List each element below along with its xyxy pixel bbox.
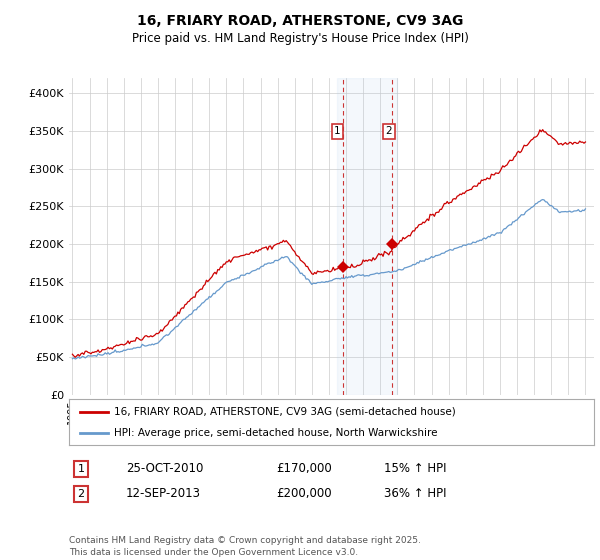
- Text: 16, FRIARY ROAD, ATHERSTONE, CV9 3AG (semi-detached house): 16, FRIARY ROAD, ATHERSTONE, CV9 3AG (se…: [113, 407, 455, 417]
- Text: £170,000: £170,000: [276, 462, 332, 475]
- Text: 2: 2: [77, 489, 85, 499]
- Text: 25-OCT-2010: 25-OCT-2010: [126, 462, 203, 475]
- Bar: [337, 78, 397, 395]
- Text: 15% ↑ HPI: 15% ↑ HPI: [384, 462, 446, 475]
- Text: 12-SEP-2013: 12-SEP-2013: [126, 487, 201, 501]
- Text: Contains HM Land Registry data © Crown copyright and database right 2025.
This d: Contains HM Land Registry data © Crown c…: [69, 536, 421, 557]
- Text: 36% ↑ HPI: 36% ↑ HPI: [384, 487, 446, 501]
- Text: 1: 1: [334, 126, 341, 136]
- Text: HPI: Average price, semi-detached house, North Warwickshire: HPI: Average price, semi-detached house,…: [113, 428, 437, 438]
- Text: 16, FRIARY ROAD, ATHERSTONE, CV9 3AG: 16, FRIARY ROAD, ATHERSTONE, CV9 3AG: [137, 14, 463, 28]
- Text: Price paid vs. HM Land Registry's House Price Index (HPI): Price paid vs. HM Land Registry's House …: [131, 32, 469, 45]
- Text: 2: 2: [385, 126, 392, 136]
- Text: 1: 1: [77, 464, 85, 474]
- Text: £200,000: £200,000: [276, 487, 332, 501]
